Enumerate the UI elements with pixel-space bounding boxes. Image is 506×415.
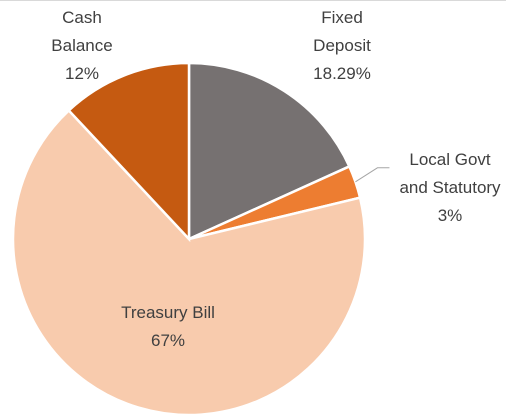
slice-label-text: Cash Balance 12%	[32, 4, 132, 88]
percent-label: 18.29%	[313, 64, 371, 83]
slice-label-text: Treasury Bill 67%	[88, 299, 248, 355]
category-name: Fixed Deposit	[313, 8, 371, 55]
leader-line	[355, 167, 390, 183]
slice-label-text: Fixed Deposit 18.29%	[292, 4, 392, 88]
pie-slice	[11, 108, 367, 415]
percent-label: 12%	[64, 64, 100, 83]
pie-slice	[187, 61, 352, 241]
pie-slice	[67, 61, 191, 243]
slice-label-text: Local Govt and Statutory 3%	[395, 146, 505, 230]
category-name: Local Govt and Statutory	[399, 150, 501, 197]
category-name: Treasury Bill	[121, 303, 215, 322]
category-name: Cash Balance	[51, 8, 113, 55]
percent-label: 67%	[150, 331, 186, 350]
percent-label: 3%	[437, 206, 463, 225]
slice-label: Local Govt and Statutory 3%	[395, 146, 505, 230]
slice-label: Fixed Deposit 18.29%	[292, 4, 392, 88]
slice-label: Cash Balance 12%	[32, 4, 132, 88]
slice-label: Treasury Bill 67%	[88, 299, 248, 355]
